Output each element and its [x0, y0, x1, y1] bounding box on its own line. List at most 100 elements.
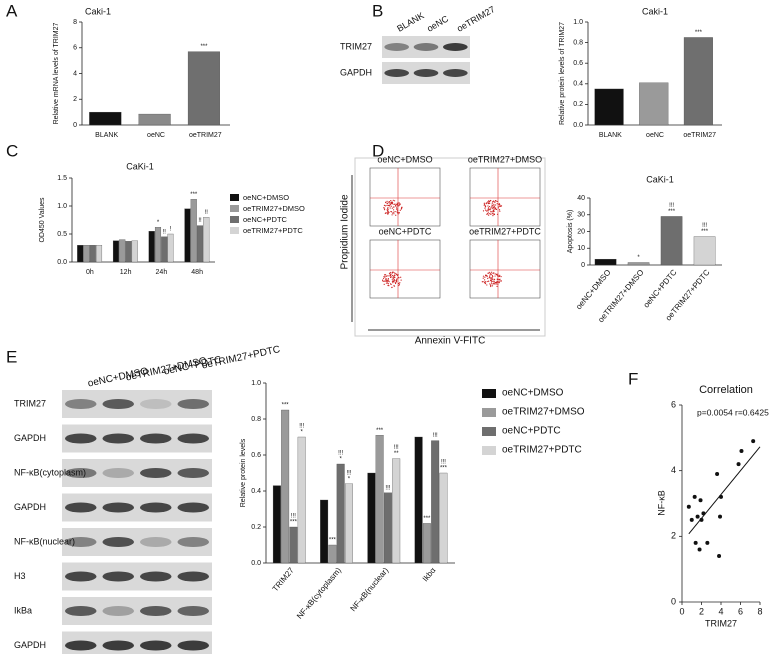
flow-dot — [397, 209, 399, 211]
blot-band — [443, 43, 468, 51]
flow-dot — [391, 207, 393, 209]
flow-dot — [391, 286, 393, 289]
flow-dot — [490, 285, 492, 288]
legend-swatch — [230, 227, 239, 234]
flow-dot — [482, 275, 485, 277]
legend-label: oeTRIM27+DMSO — [502, 407, 585, 418]
flow-dot — [492, 278, 494, 280]
flow-dot — [396, 208, 398, 211]
flow-dot — [491, 204, 493, 206]
chart-title: Correlation — [699, 384, 753, 396]
flow-dot — [400, 208, 403, 210]
flow-dot — [393, 200, 396, 202]
significance: * — [301, 430, 304, 436]
flow-dot — [382, 277, 385, 279]
significance: *** — [701, 229, 709, 235]
blot-band — [65, 433, 97, 444]
flow-dot — [488, 205, 491, 208]
flow-dot — [393, 280, 396, 282]
bar — [289, 526, 298, 564]
bar — [439, 472, 448, 564]
flow-dot — [499, 210, 501, 212]
flow-dot — [383, 204, 386, 206]
blot-band — [177, 502, 209, 513]
flow-dot — [387, 278, 389, 280]
flow-dot — [485, 203, 487, 205]
bar — [660, 216, 683, 266]
bar — [328, 544, 337, 564]
y-tick-label: 8 — [73, 19, 77, 26]
legend-swatch — [482, 446, 496, 455]
legend-label: oeTRIM27+PDTC — [243, 226, 303, 235]
flow-dot — [484, 209, 487, 211]
flow-dot — [492, 272, 494, 275]
significance: !!! — [441, 460, 446, 466]
flow-dot — [490, 280, 493, 282]
panel-label: F — [628, 369, 638, 388]
flow-dot — [383, 283, 385, 285]
y-tick-label: 0.8 — [573, 39, 583, 46]
y-tick-label: 6 — [671, 399, 676, 409]
point — [697, 547, 702, 552]
flow-dot — [386, 204, 388, 207]
row-label: NF-κB(nuclear) — [14, 536, 75, 546]
bar — [187, 51, 220, 126]
flow-dot — [395, 274, 398, 276]
flow-dot — [491, 271, 493, 273]
flow-dot — [393, 275, 395, 277]
blot-band — [177, 605, 209, 617]
legend-swatch — [230, 205, 239, 212]
y-tick-label: 30 — [577, 212, 585, 219]
y-tick-label: 20 — [577, 228, 585, 235]
flow-dot — [483, 204, 485, 206]
legend-label: oeNC+PDTC — [243, 215, 288, 224]
flow-dot — [392, 206, 395, 208]
row-label: GAPDH — [14, 640, 46, 650]
significance: *** — [376, 428, 384, 434]
flow-dot — [495, 208, 498, 211]
panel-label: D — [372, 141, 384, 160]
flow-dot — [383, 274, 386, 276]
flow-dot — [383, 207, 386, 209]
point — [693, 540, 698, 545]
x-tick-label: 48h — [191, 269, 203, 276]
flow-dot — [496, 280, 498, 282]
significance: !! — [163, 229, 167, 235]
flow-dot — [497, 275, 499, 277]
significance: *** — [190, 192, 198, 198]
flow-dot — [398, 284, 400, 287]
significance: !!! — [291, 514, 296, 520]
flow-dot — [494, 273, 496, 275]
x-tick-label: oeTRIM27 — [683, 132, 716, 139]
flow-dot — [482, 277, 484, 279]
y-tick-label: 0.2 — [251, 524, 261, 531]
flow-dot — [493, 278, 496, 280]
flow-dot — [500, 205, 503, 207]
blot-band — [177, 571, 209, 582]
flow-dot — [392, 282, 394, 284]
significance: * — [340, 457, 343, 463]
bar — [297, 436, 306, 564]
flow-dot — [494, 207, 496, 209]
flow-dot — [490, 199, 492, 202]
flow-dot — [386, 212, 388, 214]
flow-dot — [487, 211, 489, 213]
legend-label: oeTRIM27+PDTC — [502, 445, 582, 456]
y-tick-label: 40 — [577, 195, 585, 202]
bar — [683, 37, 713, 126]
significance: * — [157, 220, 160, 226]
flow-dot — [491, 274, 493, 277]
significance: !!! — [385, 485, 390, 491]
x-tick-label: oeNC — [646, 132, 664, 139]
row-label: TRIM27 — [340, 41, 372, 51]
bar — [119, 239, 126, 263]
stat-annotation: p=0.0054 — [697, 407, 733, 417]
blot-band — [102, 433, 134, 444]
legend-swatch — [482, 408, 496, 417]
significance: !!! — [299, 424, 304, 430]
flow-dot — [393, 211, 395, 213]
flow-dot — [392, 280, 394, 283]
flow-dot — [496, 274, 498, 276]
flow-dot — [484, 282, 487, 285]
